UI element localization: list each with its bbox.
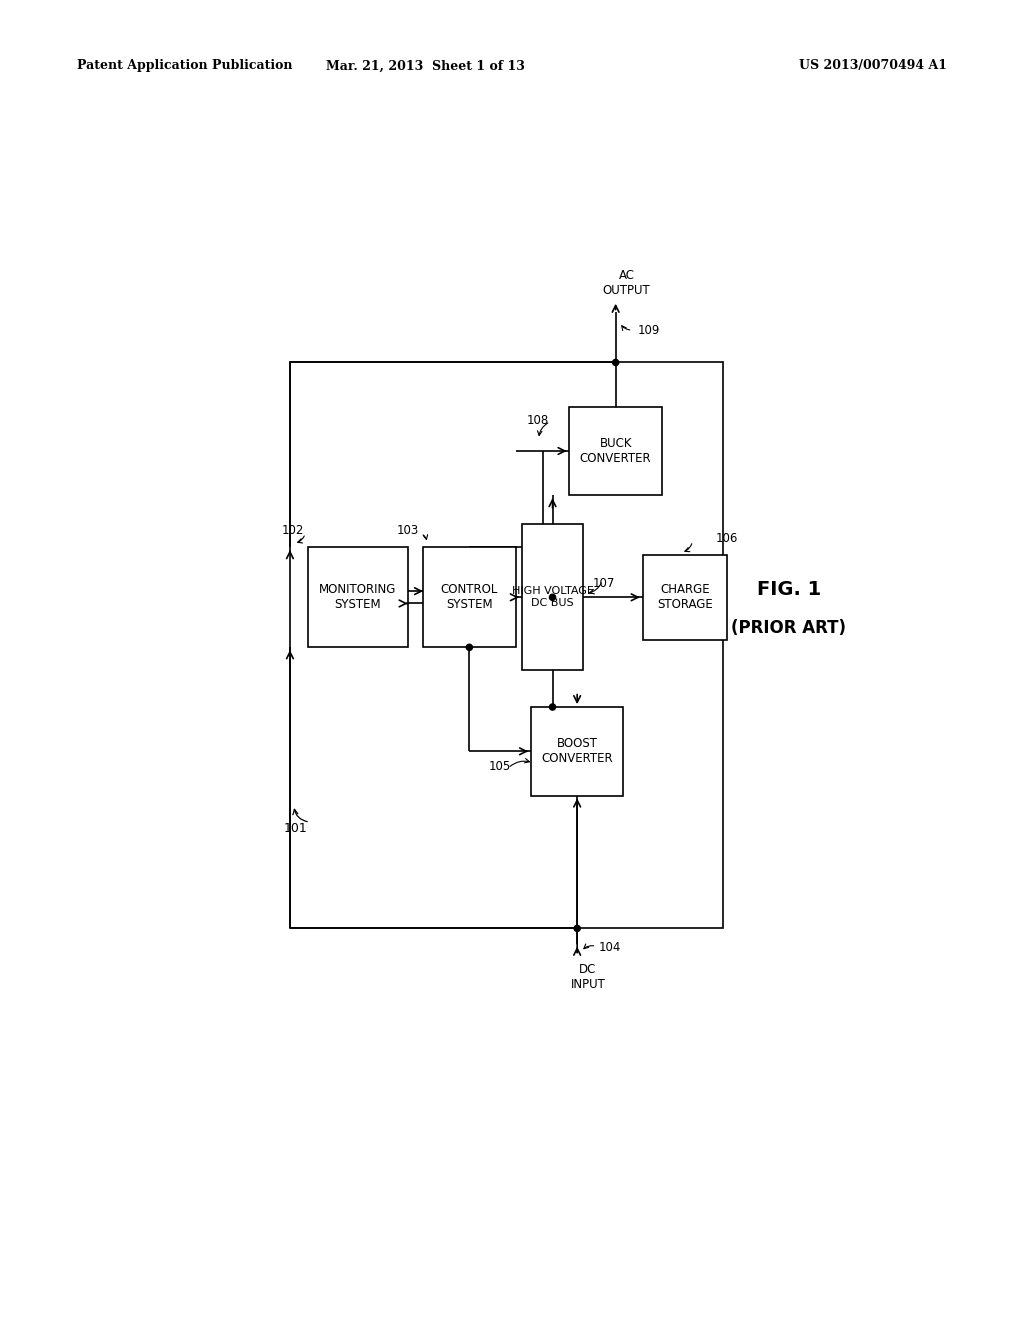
Text: DC
INPUT: DC INPUT [570,964,605,991]
Text: 102: 102 [282,524,304,537]
Text: 103: 103 [397,524,419,537]
Text: 104: 104 [599,941,622,954]
Circle shape [574,925,581,932]
Text: BOOST
CONVERTER: BOOST CONVERTER [542,738,613,766]
Text: 106: 106 [716,532,738,545]
Bar [531,708,624,796]
Bar [290,363,724,928]
Circle shape [550,594,556,601]
Circle shape [466,644,472,651]
Text: Patent Application Publication: Patent Application Publication [77,59,292,73]
Text: BUCK
CONVERTER: BUCK CONVERTER [580,437,651,465]
Text: HIGH VOLTAGE
DC BUS: HIGH VOLTAGE DC BUS [512,586,594,609]
Text: MONITORING
SYSTEM: MONITORING SYSTEM [319,583,396,611]
Text: Mar. 21, 2013  Sheet 1 of 13: Mar. 21, 2013 Sheet 1 of 13 [326,59,524,73]
Text: CHARGE
STORAGE: CHARGE STORAGE [657,583,713,611]
Bar [643,554,727,640]
Text: 108: 108 [527,413,549,426]
Bar [423,548,515,647]
Text: 107: 107 [593,577,615,590]
Circle shape [550,704,556,710]
Bar [521,524,584,671]
Text: US 2013/0070494 A1: US 2013/0070494 A1 [799,59,947,73]
Circle shape [612,359,618,366]
Bar [569,407,662,495]
Text: AC
OUTPUT: AC OUTPUT [602,269,650,297]
Text: FIG. 1: FIG. 1 [757,579,821,599]
Text: 101: 101 [284,822,307,834]
Text: 105: 105 [488,760,511,774]
Text: (PRIOR ART): (PRIOR ART) [731,619,847,638]
Text: 109: 109 [637,323,659,337]
Text: CONTROL
SYSTEM: CONTROL SYSTEM [440,583,498,611]
Bar [307,548,408,647]
